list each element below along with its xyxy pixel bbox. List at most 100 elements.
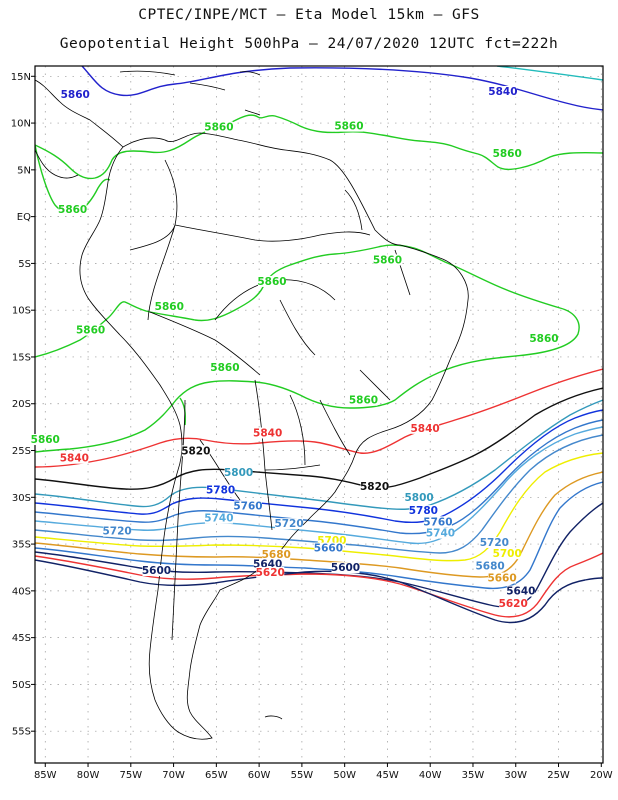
contour-label-bg — [210, 361, 239, 373]
south-america-coastline — [79, 132, 469, 740]
contour-label: 5640 — [506, 586, 535, 598]
lat-tick-label: 40S — [12, 586, 31, 597]
contour-label: 5860 — [58, 204, 87, 216]
lon-tick-label: 20W — [590, 770, 613, 781]
contour-label: 5700 — [493, 548, 522, 560]
lon-tick-label: 70W — [162, 770, 185, 781]
contour-label-bg — [493, 548, 522, 560]
lon-tick-label: 55W — [291, 770, 314, 781]
contour-label: 5660 — [487, 572, 516, 584]
lat-tick-label: 50S — [12, 680, 31, 691]
contour-label-bg — [206, 484, 235, 496]
lat-tick-label: EQ — [17, 212, 31, 223]
contour-label: 5860 — [210, 362, 239, 374]
contour-label: 5840 — [60, 453, 89, 465]
contour-label-bg — [423, 516, 452, 528]
lon-tick-label: 40W — [419, 770, 442, 781]
lon-tick-label: 50W — [333, 770, 356, 781]
contour-label: 5740 — [204, 513, 233, 525]
contour-label-bg — [373, 254, 402, 266]
contour-label: 5780 — [206, 485, 235, 497]
contour-label: 5740 — [426, 528, 455, 540]
contour-label-bg — [256, 566, 285, 578]
contour-label-bg — [31, 434, 60, 446]
contour-label: 5820 — [181, 445, 210, 457]
contour-label: 5680 — [262, 549, 291, 561]
contour-label-bg — [58, 203, 87, 215]
lon-tick-label: 45W — [376, 770, 399, 781]
contour-label-bg — [499, 597, 528, 609]
contour-label-bg — [262, 549, 291, 561]
contour-label: 5860 — [349, 395, 378, 407]
contour-label-bg — [253, 427, 282, 439]
contour-label-bg — [480, 536, 509, 548]
contour-label-bg — [103, 525, 132, 537]
contour-label-bg — [155, 301, 184, 313]
contour-label-bg — [257, 275, 286, 287]
lat-tick-label: 10S — [12, 306, 31, 317]
contour-5740 — [35, 426, 603, 545]
contour-label: 5820 — [360, 481, 389, 493]
map-title: CPTEC/INPE/MCT – Eta Model 15km – GFS — [138, 7, 480, 23]
contour-label: 5720 — [274, 518, 303, 530]
contour-label-bg — [488, 86, 517, 98]
lat-tick-label: 5N — [17, 165, 31, 176]
contour-label-bg — [426, 527, 455, 539]
axis-ticks: 15N 10N 5N EQ 5S 10S 15S 20S 25S 30S 35S 40S 45S 50S 5… — [11, 72, 613, 781]
contour-label: 5840 — [253, 427, 282, 439]
contour-5620 — [35, 552, 603, 618]
contour-label: 5720 — [103, 526, 132, 538]
contour-5700 — [35, 452, 603, 562]
country-borders — [129, 159, 411, 641]
contour-5660 — [35, 481, 603, 590]
contour-label: 5620 — [256, 567, 285, 579]
map-frame — [34, 65, 604, 764]
lon-tick-label: 60W — [248, 770, 271, 781]
lat-tick-label: 15N — [11, 72, 31, 83]
contour-label: 5860 — [257, 276, 286, 288]
lat-tick-label: 10N — [11, 119, 31, 130]
contour-label-bg — [411, 422, 440, 434]
contour-label-bg — [181, 445, 210, 457]
contour-label-bg — [349, 394, 378, 406]
contour-label: 5800 — [404, 492, 433, 504]
contour-label: 5600 — [331, 562, 360, 574]
contour-5860-central — [35, 244, 580, 453]
contour-label-bg — [253, 558, 282, 570]
contour-label-bg — [61, 88, 90, 100]
contour-5680 — [35, 471, 603, 578]
contour-label: 5860 — [529, 333, 558, 345]
contour-label-bg — [314, 542, 343, 554]
contour-label-bg — [476, 560, 505, 572]
contour-5860-north — [35, 114, 603, 180]
coastline-borders — [35, 70, 469, 740]
contour-label: 5860 — [373, 254, 402, 266]
contour-label-bg — [405, 492, 434, 504]
contour-label: 5660 — [314, 543, 343, 555]
contour-label: 5760 — [233, 500, 262, 512]
contour-label-bg — [142, 565, 171, 577]
lon-tick-label: 75W — [119, 770, 142, 781]
lon-tick-label: 85W — [34, 770, 57, 781]
contour-label-bg — [493, 147, 522, 159]
lat-tick-label: 15S — [12, 352, 31, 363]
contour-label: 5860 — [493, 148, 522, 160]
contour-label: 5600 — [142, 565, 171, 577]
lon-tick-label: 35W — [462, 770, 485, 781]
lon-tick-label: 65W — [205, 770, 228, 781]
contour-label-bg — [488, 572, 517, 584]
contour-label-bg — [360, 480, 389, 492]
contour-label: 5860 — [204, 122, 233, 134]
contour-label-bg — [60, 452, 89, 464]
contour-label-bg — [275, 518, 304, 530]
height-contours — [35, 66, 603, 624]
lon-tick-label: 25W — [547, 770, 570, 781]
contour-5600 — [35, 559, 603, 624]
contour-label: 5860 — [31, 434, 60, 446]
contour-5800 — [35, 399, 603, 510]
contour-label: 5860 — [61, 89, 90, 101]
contour-label-bg — [331, 562, 360, 574]
contour-label-bg — [234, 500, 262, 512]
contour-label-bg — [409, 505, 438, 517]
